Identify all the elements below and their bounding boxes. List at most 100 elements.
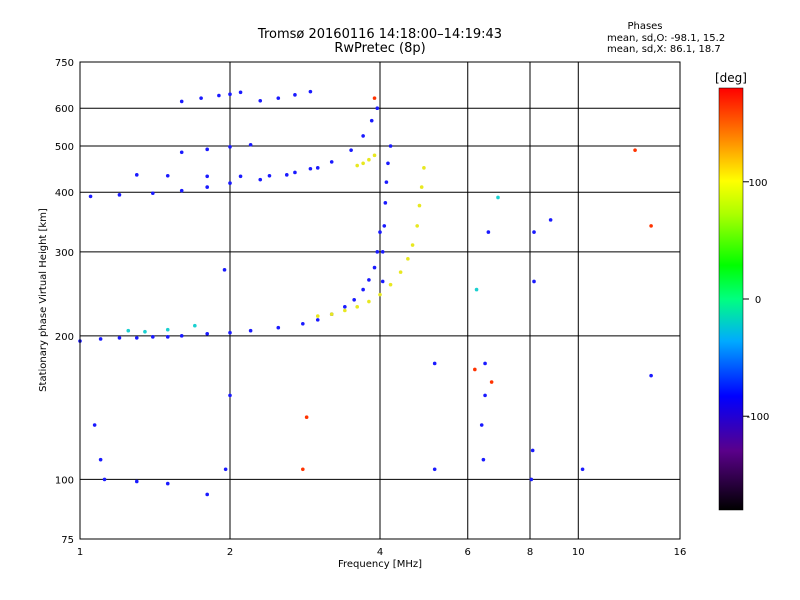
data-point bbox=[134, 173, 139, 177]
plot-frame bbox=[79, 61, 681, 540]
data-point bbox=[284, 173, 289, 177]
data-point bbox=[375, 106, 380, 111]
data-point bbox=[388, 282, 393, 287]
data-point bbox=[151, 191, 155, 196]
phase-heading: Phases bbox=[627, 21, 663, 32]
data-point bbox=[398, 270, 403, 274]
y-tick-label: 400 bbox=[55, 188, 74, 199]
data-point bbox=[308, 166, 313, 171]
data-point bbox=[217, 93, 221, 98]
data-point bbox=[481, 457, 486, 462]
data-point bbox=[372, 153, 377, 158]
data-point bbox=[530, 448, 535, 453]
data-point bbox=[179, 150, 184, 155]
data-point bbox=[205, 185, 209, 189]
data-point bbox=[179, 188, 184, 193]
data-point bbox=[367, 299, 371, 304]
data-point bbox=[222, 268, 227, 272]
data-point bbox=[367, 278, 371, 282]
data-point bbox=[151, 335, 155, 339]
data-point bbox=[199, 96, 203, 100]
data-point bbox=[349, 148, 353, 152]
data-point bbox=[223, 467, 228, 472]
data-point bbox=[276, 96, 281, 100]
data-point bbox=[248, 328, 253, 333]
data-point bbox=[432, 467, 437, 472]
data-point bbox=[529, 477, 534, 482]
data-point bbox=[483, 361, 487, 366]
data-point bbox=[315, 314, 320, 318]
data-point bbox=[134, 336, 139, 340]
data-point bbox=[483, 393, 487, 398]
data-point bbox=[293, 170, 297, 175]
x-tick-label: 8 bbox=[527, 547, 533, 558]
data-point bbox=[432, 361, 437, 366]
data-point bbox=[329, 160, 334, 164]
data-point bbox=[267, 173, 272, 178]
data-point bbox=[165, 173, 170, 178]
data-point bbox=[143, 329, 147, 334]
y-tick-label: 300 bbox=[55, 248, 74, 259]
y-tick-label: 600 bbox=[55, 104, 74, 115]
data-point bbox=[98, 457, 103, 462]
data-point bbox=[486, 230, 491, 234]
data-point bbox=[474, 287, 479, 292]
data-point bbox=[238, 90, 243, 95]
data-point bbox=[179, 334, 184, 338]
data-point bbox=[315, 318, 320, 322]
colorbar: [deg] 100 0 -100 bbox=[715, 71, 769, 511]
phase-x-stats: mean, sd,X: 86.1, 18.7 bbox=[607, 44, 721, 55]
data-point bbox=[375, 250, 380, 254]
data-point bbox=[315, 166, 320, 170]
data-point bbox=[532, 279, 536, 284]
y-tick-label: 200 bbox=[55, 332, 74, 343]
colorbar-ticks: 100 0 -100 bbox=[743, 178, 769, 423]
data-point bbox=[329, 312, 334, 316]
x-tick-label: 16 bbox=[674, 547, 687, 558]
y-axis-ticks: 75 100 200 300 400 500 600 750 bbox=[55, 58, 74, 546]
data-point bbox=[248, 142, 253, 147]
data-point bbox=[361, 134, 365, 138]
data-point bbox=[633, 148, 637, 152]
y-tick-label: 750 bbox=[55, 58, 74, 69]
data-point bbox=[355, 163, 359, 168]
data-point bbox=[88, 194, 93, 199]
data-point bbox=[580, 467, 585, 472]
data-point bbox=[205, 147, 209, 152]
data-point bbox=[406, 257, 410, 261]
data-point bbox=[238, 174, 243, 179]
x-tick-label: 6 bbox=[465, 547, 471, 558]
data-point bbox=[165, 481, 170, 486]
data-point bbox=[117, 336, 122, 340]
data-point bbox=[473, 367, 477, 372]
data-point bbox=[496, 195, 500, 200]
data-point bbox=[372, 96, 377, 100]
data-point bbox=[258, 98, 263, 103]
data-point bbox=[228, 393, 232, 398]
colorbar-tick-label: -100 bbox=[747, 412, 770, 423]
data-point bbox=[372, 265, 377, 270]
data-point bbox=[380, 279, 385, 284]
data-point bbox=[343, 305, 347, 309]
data-point bbox=[388, 144, 393, 148]
data-point bbox=[419, 185, 424, 189]
grid-lines bbox=[80, 62, 680, 539]
data-point bbox=[126, 328, 131, 333]
x-tick-label: 2 bbox=[227, 547, 233, 558]
data-point bbox=[382, 224, 387, 228]
chart-subtitle: RwPretec (8p) bbox=[334, 41, 426, 56]
data-point bbox=[415, 224, 419, 228]
x-axis-label: Frequency [MHz] bbox=[338, 559, 422, 570]
data-point bbox=[369, 118, 374, 123]
data-point bbox=[205, 174, 209, 179]
phase-o-stats: mean, sd,O: -98.1, 15.2 bbox=[607, 33, 726, 44]
data-point bbox=[308, 89, 313, 94]
data-point bbox=[649, 224, 653, 228]
data-point bbox=[165, 335, 170, 339]
colorbar-gradient bbox=[718, 87, 744, 511]
data-point bbox=[301, 467, 305, 472]
y-tick-label: 100 bbox=[55, 475, 74, 486]
x-axis-ticks: 1 2 4 6 8 10 16 bbox=[77, 547, 687, 558]
x-tick-label: 4 bbox=[377, 547, 383, 558]
